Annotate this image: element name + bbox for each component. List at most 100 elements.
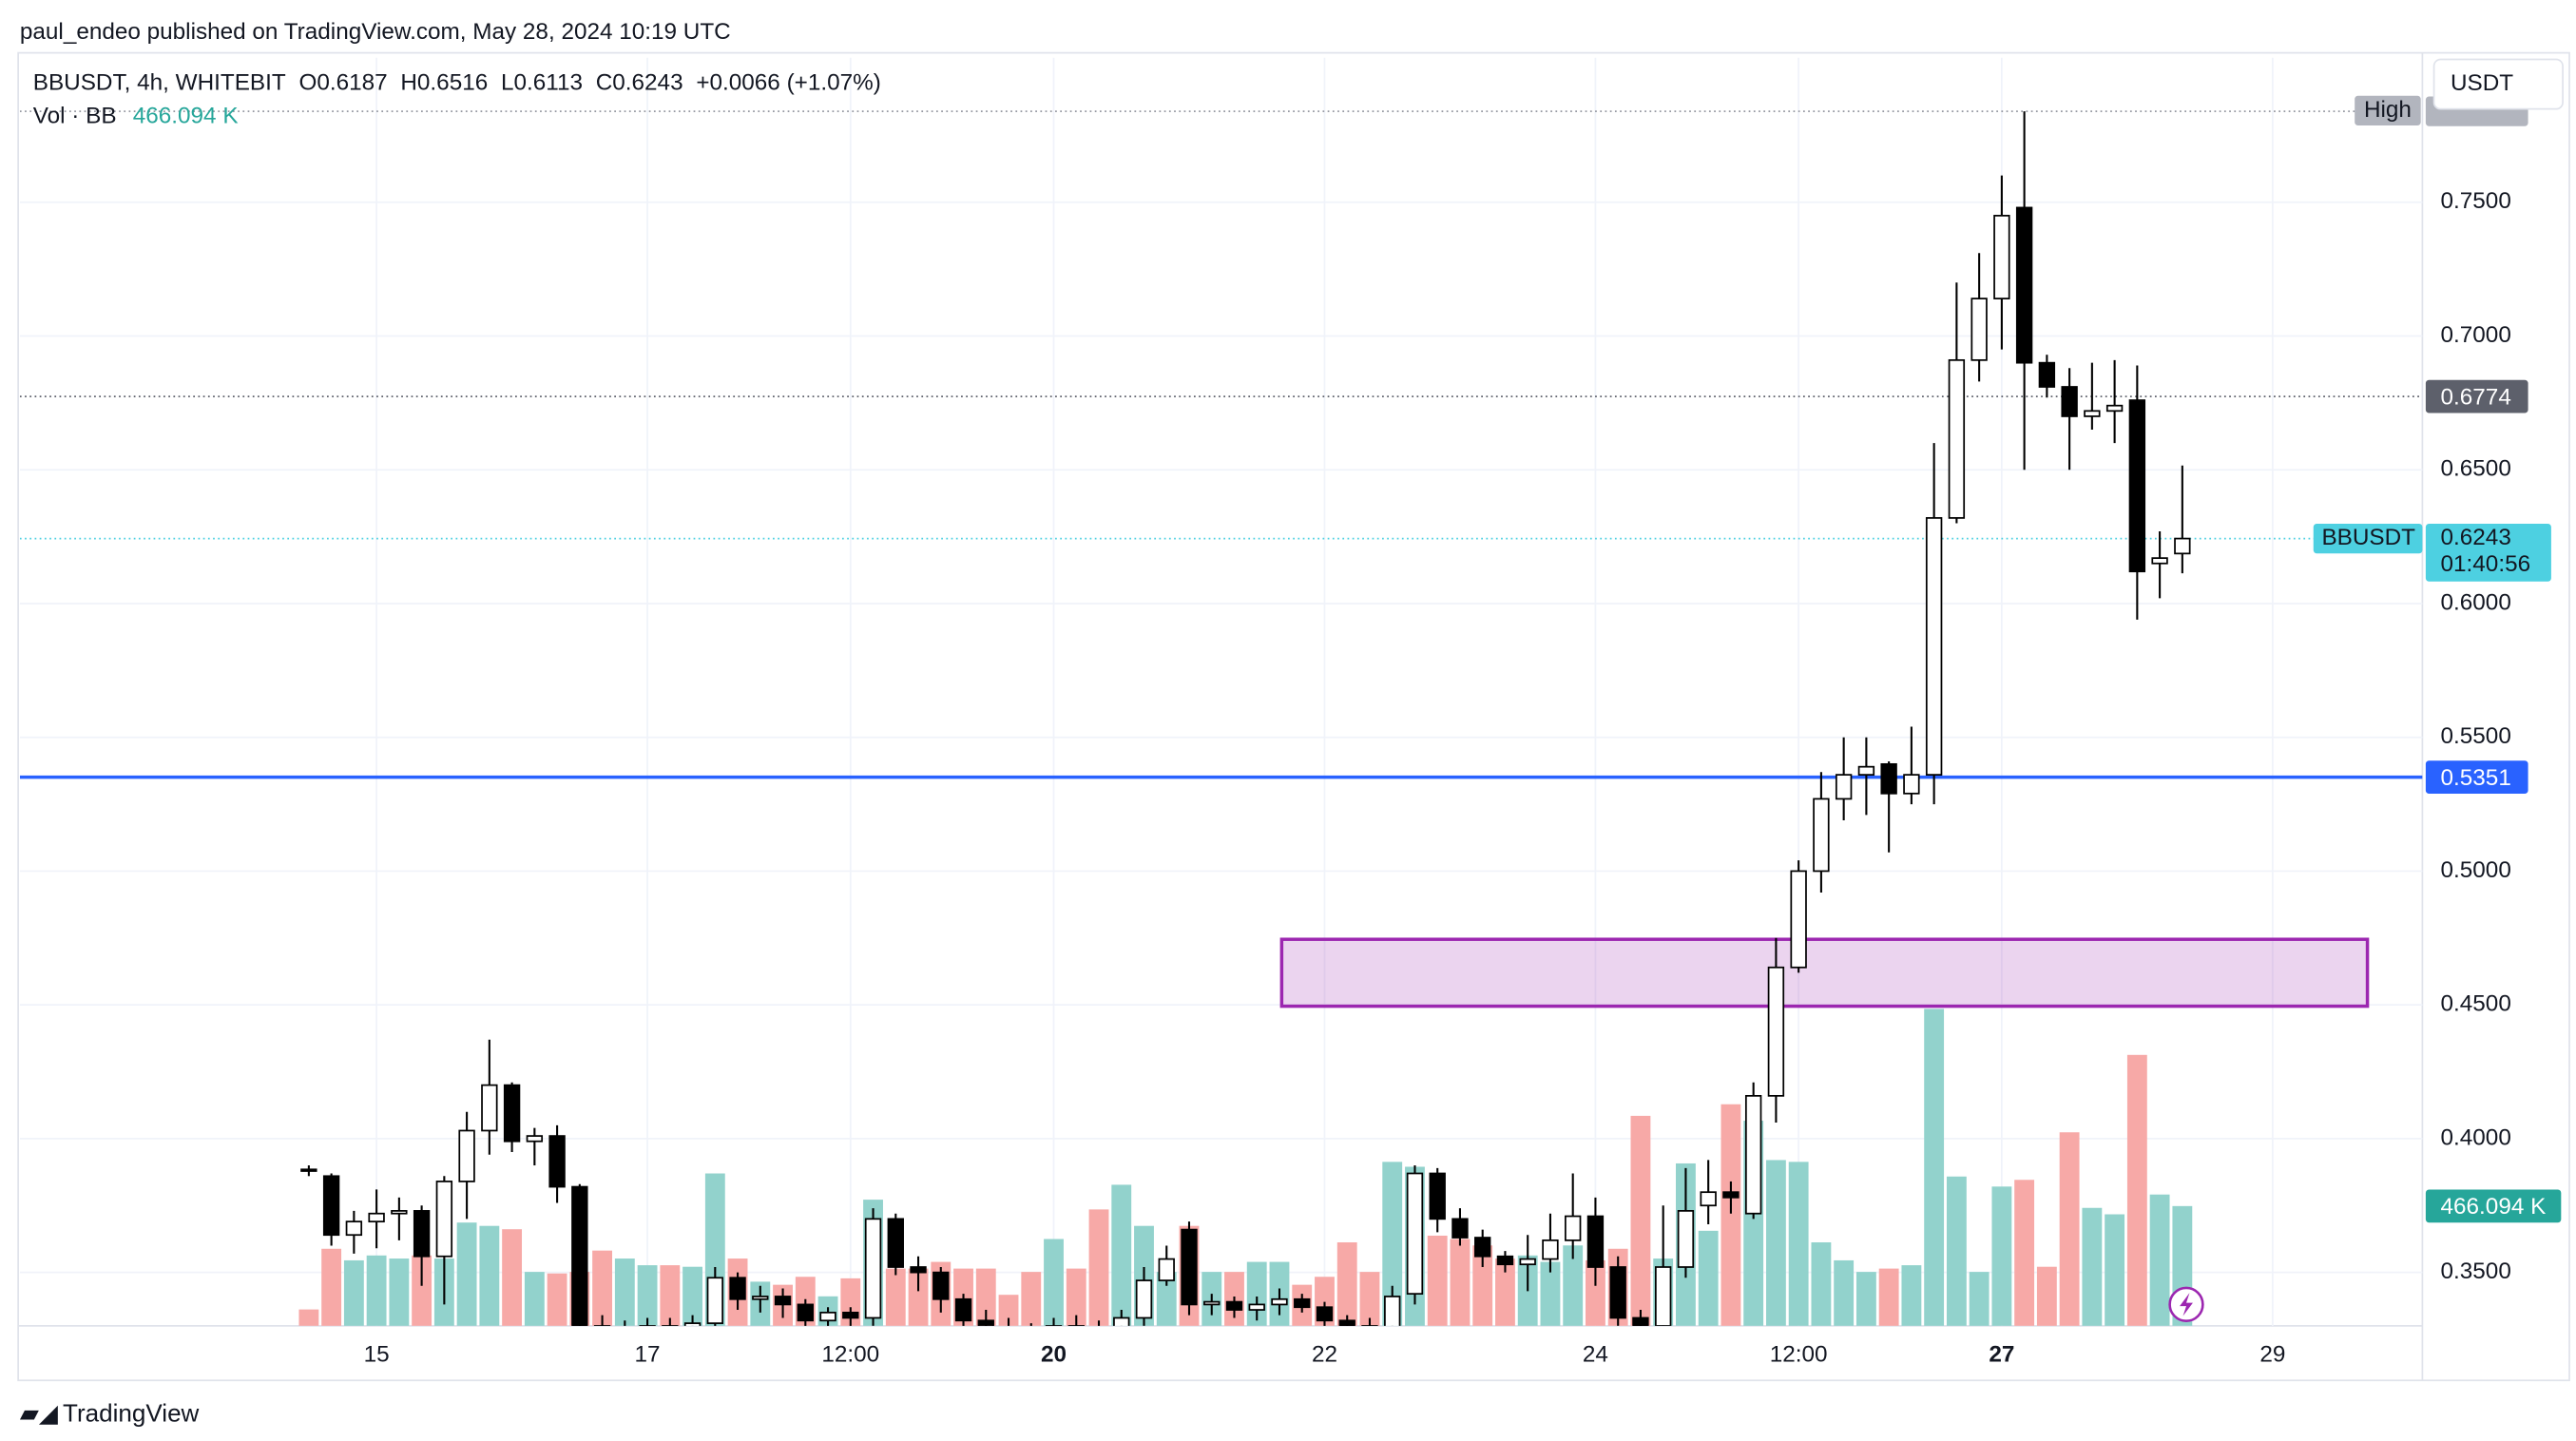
volume-bar: [1427, 1235, 1448, 1326]
candle-body: [481, 1084, 498, 1132]
volume-bar: [1901, 1265, 1922, 1326]
brand[interactable]: TradingView: [63, 1399, 200, 1428]
volume-bar: [389, 1258, 410, 1326]
legend-symbol: BBUSDT, 4h, WHITEBIT: [33, 70, 286, 96]
candle-body: [1496, 1255, 1514, 1266]
candle-body: [1880, 762, 1897, 795]
candle-body: [1993, 214, 2010, 299]
brand-logo[interactable]: ▰◢: [20, 1399, 58, 1428]
candle-body: [1294, 1297, 1311, 1309]
volume-bar: [885, 1268, 906, 1326]
candle-body: [729, 1277, 746, 1300]
volume-bar: [1044, 1239, 1064, 1326]
candle-body: [503, 1084, 521, 1143]
countdown: 01:40:56: [2441, 551, 2531, 577]
candle-body: [1970, 298, 1988, 361]
candle-body: [864, 1218, 882, 1319]
candle-body: [526, 1135, 544, 1143]
candle-body: [1271, 1297, 1288, 1306]
candle-body: [300, 1168, 317, 1172]
x-tick-label: 12:00: [1770, 1342, 1828, 1368]
candle-body: [910, 1266, 927, 1274]
legend-open: O0.6187: [298, 70, 387, 96]
y-tick-label: 0.3500: [2441, 1258, 2511, 1284]
candle-body: [1429, 1172, 1446, 1220]
candle-body: [752, 1296, 769, 1300]
candle-body: [1609, 1266, 1626, 1319]
candle-body: [954, 1297, 972, 1322]
candle-body: [413, 1210, 431, 1258]
volume-bar: [1156, 1272, 1177, 1326]
x-tick-label: 17: [635, 1342, 661, 1368]
currency[interactable]: USDT: [2451, 70, 2513, 96]
candle-body: [2061, 386, 2078, 417]
volume-bar: [502, 1229, 523, 1326]
candle-body: [1135, 1279, 1153, 1319]
volume-bar: [1946, 1176, 1967, 1326]
candle-body: [1091, 1332, 1106, 1337]
x-tick-label: 24: [1583, 1342, 1608, 1368]
volume-bar: [1991, 1186, 2012, 1326]
x-tick-label: 27: [1989, 1342, 2014, 1368]
candle-body: [2174, 537, 2191, 555]
frame: [17, 51, 2570, 1382]
volume-bar: [2036, 1266, 2057, 1326]
symbol-tag-label: BBUSDT: [2321, 525, 2415, 550]
volume-bar: [1855, 1272, 1876, 1326]
price-tag-label: 0.5351: [2441, 765, 2511, 791]
price-tag: [2425, 379, 2528, 413]
volume-bar: [366, 1255, 387, 1326]
candle-body: [1113, 1316, 1130, 1326]
volume-bar: [412, 1255, 433, 1326]
volume-bar: [660, 1265, 681, 1326]
candle-body: [819, 1311, 836, 1322]
candle-body: [1654, 1266, 1672, 1326]
y-tick-label: 0.6500: [2441, 456, 2511, 482]
volume-bar: [2059, 1132, 2080, 1326]
volume-bar: [1834, 1259, 1855, 1326]
candle-body: [1542, 1239, 1559, 1260]
legend: BBUSDT, 4h, WHITEBIT O0.6187 H0.6516 L0.…: [33, 70, 881, 96]
candle-body: [1835, 774, 1853, 800]
candle-body: [435, 1181, 453, 1258]
candle-body: [1903, 774, 1920, 795]
candle-body: [774, 1296, 792, 1306]
y-tick-label: 0.7500: [2441, 188, 2511, 214]
volume-bar: [1382, 1162, 1403, 1326]
candle-body: [1384, 1296, 1401, 1326]
candle-body: [1722, 1191, 1740, 1199]
last-price-label: 0.6243: [2441, 525, 2511, 550]
volume-bar: [298, 1309, 319, 1326]
candle-body: [706, 1277, 724, 1324]
symbol-tag: [2313, 523, 2423, 554]
volume-bar: [1721, 1104, 1741, 1326]
y-tick-label: 0.7000: [2441, 322, 2511, 348]
candle-body: [368, 1212, 385, 1223]
x-tick-label: 29: [2259, 1342, 2285, 1368]
volume-legend: Vol · BB 466.094 K: [33, 104, 239, 129]
candle-body: [322, 1175, 340, 1237]
volume-bar: [1969, 1272, 1990, 1326]
candle-body: [1248, 1303, 1265, 1311]
candle-body: [842, 1311, 859, 1319]
candle-body: [1024, 1334, 1039, 1339]
legend-low: L0.6113: [501, 70, 583, 96]
legend-change: +0.0066 (+1.07%): [696, 70, 881, 96]
candle-body: [1586, 1215, 1605, 1268]
plot: [19, 110, 2423, 1339]
volume-bar: [1495, 1258, 1515, 1326]
candle-body: [797, 1303, 814, 1322]
currency-button[interactable]: [2432, 58, 2564, 110]
volume-bar: [1698, 1230, 1719, 1326]
candle-body: [1700, 1191, 1717, 1207]
candle-body: [2038, 361, 2056, 388]
candle-body: [618, 1332, 633, 1337]
volume-bar: [1563, 1245, 1584, 1326]
candle-body: [977, 1319, 994, 1326]
alert-icon-bolt: [2180, 1293, 2193, 1316]
price-tag: [2425, 760, 2528, 795]
candle-body: [1925, 517, 1943, 776]
candle-body: [1316, 1306, 1334, 1322]
